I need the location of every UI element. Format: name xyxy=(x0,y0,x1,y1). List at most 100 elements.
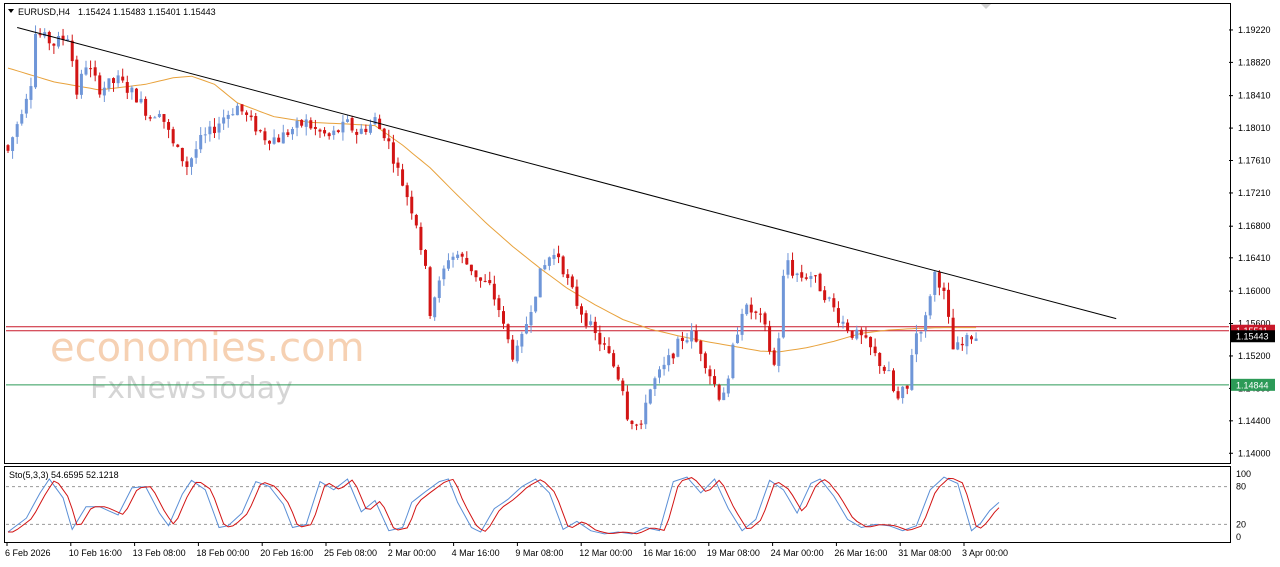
moving-average xyxy=(7,67,977,353)
stochastic-oscillator: Sto(5,3,3) 54.6595 52.1218 100 80 20 0 xyxy=(6,469,1251,542)
candle-body xyxy=(488,280,492,284)
watermark-line1: economies.com xyxy=(50,325,365,371)
price-tick-label: 1.14000 xyxy=(1238,448,1271,458)
price-tick-label: 1.18010 xyxy=(1238,123,1271,133)
candle-body xyxy=(350,118,354,131)
price-tick-label: 1.15600 xyxy=(1238,319,1271,329)
candle-body xyxy=(346,119,350,122)
candle-body xyxy=(483,280,487,282)
candle-body xyxy=(70,40,74,62)
stoch-tick-label: 0 xyxy=(1236,532,1241,542)
candle-body xyxy=(254,116,258,132)
candle-body xyxy=(511,339,515,360)
candle-body xyxy=(153,117,157,119)
candle-body xyxy=(873,346,877,354)
candle-body xyxy=(942,287,946,291)
candle-body xyxy=(965,334,969,347)
candle-body xyxy=(928,296,932,316)
price-badge-bg xyxy=(1231,330,1275,343)
candle-body xyxy=(667,355,671,366)
candle-body xyxy=(43,32,47,37)
candle-body xyxy=(199,134,203,150)
candle-body xyxy=(171,129,175,144)
candle-body xyxy=(318,129,322,132)
candle-body xyxy=(79,73,83,95)
candles xyxy=(6,25,978,431)
candle-body xyxy=(561,256,565,275)
candle-body xyxy=(580,306,583,315)
watermark-line2: FxNewsToday xyxy=(90,371,293,406)
price-panel[interactable] xyxy=(4,3,1231,464)
candle-body xyxy=(919,331,923,334)
trendline[interactable] xyxy=(17,27,1117,320)
candle-body xyxy=(157,113,161,117)
symbol-dropdown-icon[interactable] xyxy=(8,9,14,13)
candle-body xyxy=(717,384,721,400)
time-tick-label: 9 Mar 08:00 xyxy=(515,548,563,558)
time-tick-label: 31 Mar 08:00 xyxy=(898,548,951,558)
candle-body xyxy=(451,256,455,260)
candle-body xyxy=(836,308,840,323)
candle-body xyxy=(258,130,262,132)
candle-body xyxy=(621,380,625,392)
candle-body xyxy=(194,149,198,158)
candle-body xyxy=(795,273,799,276)
candle-body xyxy=(763,313,767,325)
candle-body xyxy=(575,286,579,306)
candle-body xyxy=(29,86,33,100)
time-tick-label: 2 Mar 00:00 xyxy=(388,548,436,558)
candle-body xyxy=(89,68,93,70)
candle-body xyxy=(387,138,391,142)
candle-body xyxy=(602,343,606,345)
price-tick-label: 1.16410 xyxy=(1238,253,1271,263)
candle-body xyxy=(300,119,304,126)
candle-body xyxy=(93,67,97,76)
candle-body xyxy=(887,370,891,372)
candle-body xyxy=(167,122,171,130)
candle-body xyxy=(754,311,758,313)
candle-body xyxy=(616,366,620,380)
candle-body xyxy=(497,298,501,311)
candle-body xyxy=(878,352,882,367)
candle-body xyxy=(506,324,510,340)
candle-body xyxy=(956,342,960,350)
candle-body xyxy=(368,124,372,133)
candle-body xyxy=(437,280,441,298)
candle-body xyxy=(245,112,249,115)
candle-body xyxy=(882,366,886,371)
trade-panel-toggle-icon[interactable] xyxy=(981,4,991,9)
candle-body xyxy=(419,226,423,251)
stoch-panel[interactable] xyxy=(4,466,1231,543)
trendline-segment xyxy=(17,27,1117,320)
candle-body xyxy=(410,196,414,214)
candle-body xyxy=(676,338,680,357)
candle-body xyxy=(102,87,106,96)
candle-body xyxy=(758,313,762,315)
candle-body xyxy=(226,114,230,119)
candle-body xyxy=(116,75,120,84)
stoch-tick-label: 100 xyxy=(1236,469,1251,479)
candle-body xyxy=(442,268,446,280)
candle-body xyxy=(364,128,368,132)
candle-body xyxy=(121,76,125,81)
stoch-main-line xyxy=(7,476,1000,535)
candle-body xyxy=(584,313,588,326)
price-badge-bg xyxy=(1231,378,1275,391)
candle-body xyxy=(859,329,863,336)
candle-body xyxy=(809,276,813,279)
candle-body xyxy=(708,369,712,377)
price-tick-label: 1.18410 xyxy=(1238,91,1271,101)
candle-body xyxy=(323,130,327,134)
ma-line xyxy=(7,67,977,353)
candle-body xyxy=(933,271,937,295)
candle-body xyxy=(139,98,143,103)
price-tick-label: 1.16000 xyxy=(1238,286,1271,296)
candle-body xyxy=(272,137,276,144)
candle-body xyxy=(231,114,235,116)
candle-body xyxy=(203,134,207,136)
candle-body xyxy=(61,35,65,40)
price-tick-label: 1.19220 xyxy=(1238,25,1271,35)
candle-body xyxy=(694,330,698,342)
candle-body xyxy=(20,114,24,124)
